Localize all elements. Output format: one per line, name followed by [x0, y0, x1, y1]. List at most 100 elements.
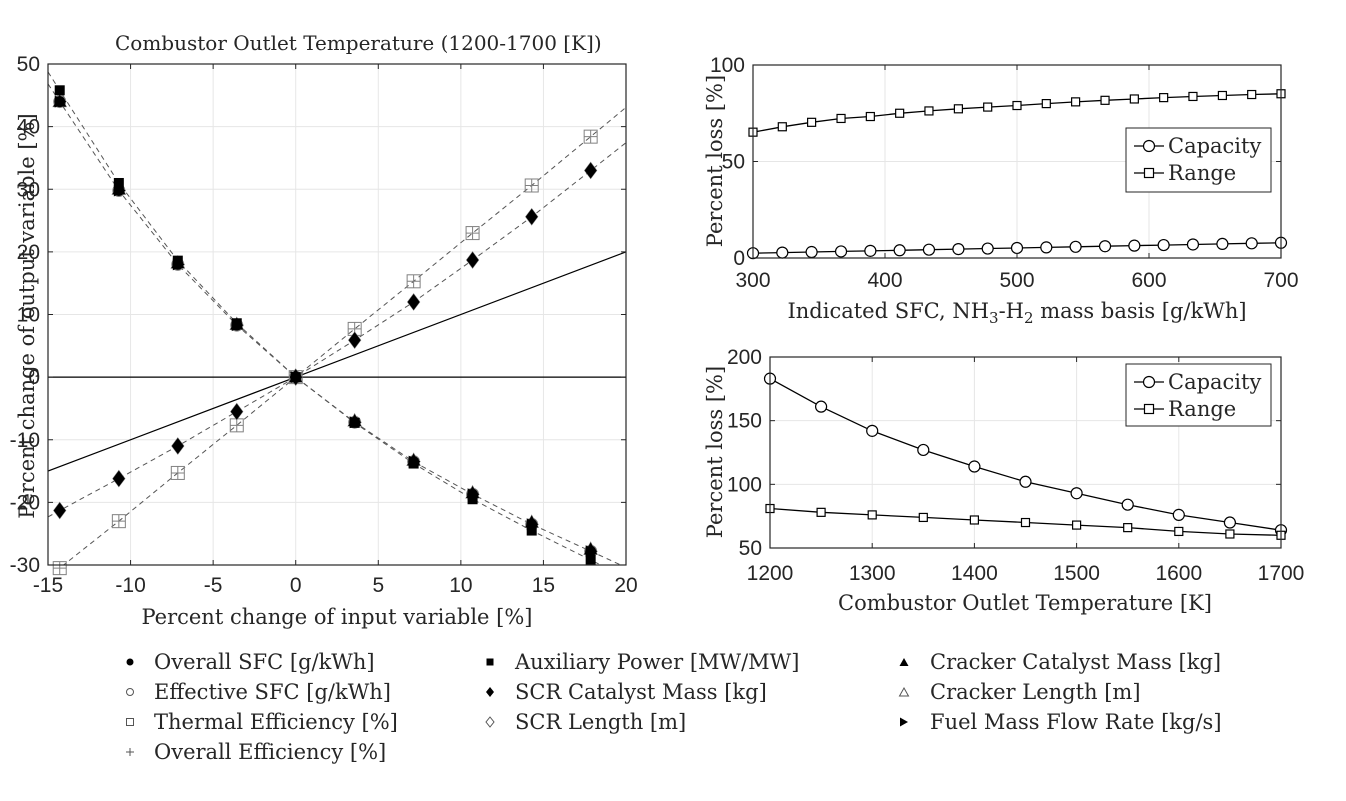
marker-circle — [922, 243, 936, 256]
marker-square — [865, 111, 875, 122]
marker-square — [1225, 529, 1235, 539]
y-tick-label: 50 — [17, 53, 40, 76]
sfc-chart: 300 400 500 600 700 0 50 100 Indicated S… — [703, 54, 1299, 327]
marker-filled-square — [290, 372, 301, 383]
marker-plus — [171, 466, 185, 480]
marker-plus — [53, 561, 67, 575]
marker-square — [836, 113, 846, 124]
marker-square — [1020, 517, 1031, 528]
x-tick-label: 300 — [735, 269, 770, 292]
reference-line — [48, 251, 626, 472]
sensitivity-chart: Combustor Outlet Temperature (1200-1700 … — [10, 31, 638, 629]
x-tick-label: 1600 — [1155, 562, 1202, 585]
legend-label: Cracker Catalyst Mass [kg] — [930, 650, 1221, 674]
legend-label: Range — [1168, 161, 1236, 185]
marker-plus — [584, 130, 598, 144]
marker-square — [1217, 90, 1227, 101]
x-tick-label: 0 — [290, 574, 302, 597]
legend-column: Overall SFC [g/kWh] Effective SFC [g/kWh… — [126, 650, 398, 764]
x-axis-label: Combustor Outlet Temperature [K] — [838, 591, 1212, 615]
series-7 — [53, 94, 598, 555]
legend-marker-filled-square — [486, 658, 494, 666]
marker-circle — [1069, 240, 1082, 253]
x-tick-label: 5 — [372, 574, 384, 597]
marker-circle — [1157, 238, 1170, 252]
marker-square — [867, 510, 877, 520]
legend-marker-open-square — [126, 718, 134, 726]
y-tick-label: 10 — [17, 304, 40, 327]
x-tick-label: 10 — [449, 574, 472, 597]
marker-square — [1071, 520, 1082, 530]
y-tick-label: -20 — [10, 491, 40, 514]
marker-circle — [864, 244, 877, 257]
marker-filled-diamond — [171, 438, 184, 455]
legend-label: SCR Length [m] — [515, 710, 686, 734]
series-0 — [54, 96, 597, 557]
legend-marker-filled-circle — [126, 658, 134, 666]
marker-filled-diamond — [112, 470, 125, 487]
y-tick-label: 40 — [17, 116, 40, 139]
marker-circle — [1223, 516, 1237, 529]
legend-column: Auxiliary Power [MW/MW] SCR Catalyst Mas… — [485, 650, 799, 734]
marker-filled-diamond — [348, 332, 361, 349]
legend-label: Auxiliary Power [MW/MW] — [514, 650, 799, 674]
y-axis-label: Percent loss [%] — [703, 75, 727, 247]
legend-label: Range — [1168, 397, 1236, 421]
legend-label: Cracker Length [m] — [930, 680, 1141, 704]
x-tick-label: 1400 — [951, 562, 998, 585]
marker-square — [1041, 98, 1051, 109]
marker-square — [816, 507, 826, 517]
legend-marker-plus — [126, 748, 134, 756]
y-tick-label: 0 — [28, 366, 40, 389]
legend-label: Capacity — [1168, 134, 1261, 158]
tick-marks — [752, 64, 1282, 259]
x-tick-label: 400 — [867, 269, 902, 292]
y-tick-label: 0 — [733, 247, 745, 270]
series-5 — [53, 162, 597, 519]
marker-circle — [1098, 240, 1112, 253]
legend-marker-filled-diamond — [486, 687, 494, 697]
data-points — [746, 89, 1288, 260]
marker-square — [924, 106, 934, 116]
legend-column: Cracker Catalyst Mass [kg] Cracker Lengt… — [898, 650, 1222, 734]
grid — [47, 63, 627, 566]
data-points — [52, 85, 598, 576]
marker-square — [983, 102, 993, 112]
x-tick-label: 1300 — [849, 562, 896, 585]
marker-square — [953, 104, 963, 114]
marker-square — [1123, 523, 1133, 533]
data-points — [763, 372, 1288, 540]
x-tick-label: 600 — [1131, 269, 1166, 292]
y-tick-labels: 50 100 150 200 — [727, 346, 762, 560]
marker-circle — [814, 400, 828, 413]
legend-label: Effective SFC [g/kWh] — [154, 680, 391, 704]
trend-line-dashed — [48, 71, 602, 565]
marker-filled-square — [585, 554, 596, 565]
marker-circle — [1121, 498, 1134, 511]
marker-circle — [917, 443, 930, 457]
y-tick-label: -10 — [10, 429, 40, 452]
x-tick-label: 1700 — [1258, 562, 1305, 585]
marker-circle — [1172, 508, 1185, 521]
marker-square — [1159, 93, 1169, 103]
legend-label: Overall Efficiency [%] — [154, 740, 386, 764]
series-9 — [54, 95, 598, 558]
x-axis-label: Indicated SFC, NH3-H2 mass basis [g/kWh] — [787, 299, 1246, 327]
temperature-chart: 1200 1300 1400 1500 1600 1700 50 100 150… — [703, 346, 1304, 615]
legend-label: Fuel Mass Flow Rate [kg/s] — [930, 710, 1222, 734]
marker-square — [807, 117, 817, 127]
marker-circle — [1010, 241, 1024, 255]
marker-square — [1129, 94, 1139, 104]
marker-square — [1100, 95, 1110, 105]
legend: Capacity Range — [1125, 127, 1272, 193]
marker-filled-diamond — [407, 293, 420, 310]
legend-box — [1125, 363, 1272, 427]
legend-marker-circle — [1142, 139, 1156, 153]
marker-square — [1188, 91, 1198, 102]
y-tick-labels: -30 -20 -10 0 10 20 30 40 50 — [10, 53, 40, 577]
y-tick-label: -30 — [10, 554, 40, 577]
bottom-legend: Overall SFC [g/kWh] Effective SFC [g/kWh… — [126, 650, 1222, 764]
legend-label: Overall SFC [g/kWh] — [154, 650, 375, 674]
marker-square — [969, 515, 980, 525]
